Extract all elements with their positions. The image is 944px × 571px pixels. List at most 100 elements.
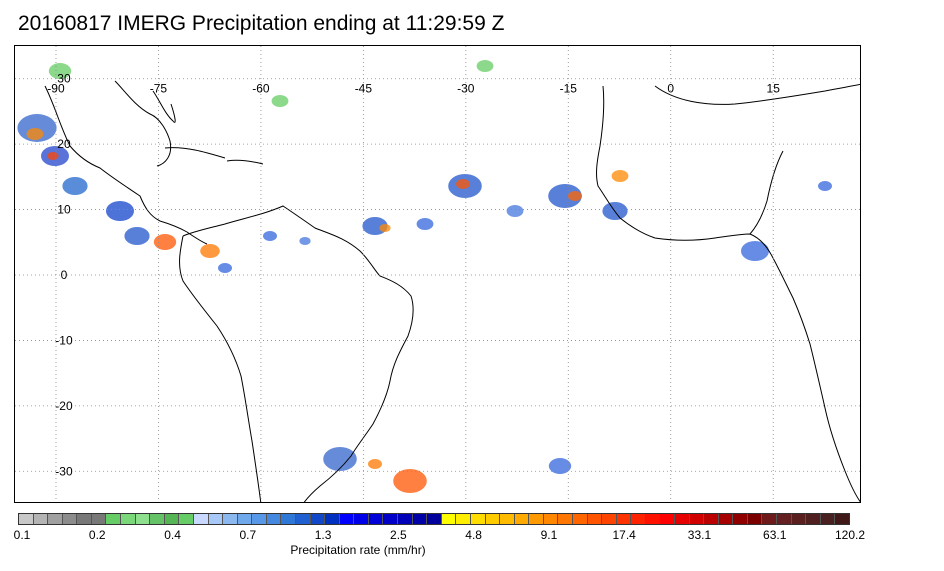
- precipitation-cell: [47, 152, 59, 160]
- map-title: 20160817 IMERG Precipitation ending at 1…: [18, 12, 505, 35]
- precipitation-cell: [818, 181, 832, 191]
- colorbar-swatch: [368, 514, 384, 524]
- colorbar-swatch: [310, 514, 326, 524]
- coastline-layer: [44, 80, 860, 502]
- precipitation-cell: [379, 224, 391, 232]
- latitude-label: -30: [55, 464, 73, 478]
- colorbar-swatch: [91, 514, 107, 524]
- longitude-label: -90: [47, 82, 65, 96]
- coastline-north-america: [44, 85, 208, 245]
- colorbar-swatch: [485, 514, 501, 524]
- colorbar-swatch: [470, 514, 486, 524]
- colorbar-swatch: [558, 514, 573, 524]
- colorbar-swatch: [572, 514, 588, 524]
- colorbar-swatch: [412, 514, 428, 524]
- colorbar-swatch: [354, 514, 369, 524]
- colorbar-swatch: [587, 514, 603, 524]
- precipitation-cell: [200, 244, 220, 258]
- coastline-gulf: [114, 80, 172, 167]
- colorbar-swatch: [762, 514, 778, 524]
- precipitation-cell: [611, 170, 629, 182]
- colorbar-swatch: [62, 514, 78, 524]
- coastline-south-america: [182, 205, 414, 502]
- precipitation-cell: [263, 231, 277, 241]
- colorbar-tick-label: 0.7: [239, 528, 257, 542]
- precipitation-cell: [393, 469, 427, 493]
- latitude-label: 0: [61, 268, 68, 282]
- colorbar-swatch: [33, 514, 49, 524]
- longitude-label: -30: [457, 82, 475, 96]
- colorbar-swatch: [689, 514, 705, 524]
- latitude-label: -10: [55, 333, 73, 347]
- map-canvas: -90 -75 -60 -45 -30 -15 0 15 30 20 10 0 -10 -20 -30: [15, 46, 860, 502]
- graticule-labels: -90 -75 -60 -45 -30 -15 0 15 30 20 10 0 -10 -20 -30: [47, 72, 780, 479]
- precipitation-layer: [17, 60, 832, 493]
- colorbar-swatch: [631, 514, 646, 524]
- precipitation-cell: [568, 191, 582, 201]
- colorbar-tick-label: 9.1: [540, 528, 558, 542]
- precipitation-cell: [456, 179, 470, 189]
- colorbar-swatch: [835, 514, 849, 524]
- longitude-label: -75: [150, 82, 168, 96]
- precipitation-map: -90 -75 -60 -45 -30 -15 0 15 30 20 10 0 -10 -20 -30: [14, 45, 861, 503]
- precipitation-cell: [368, 459, 382, 469]
- precipitation-cell: [476, 60, 494, 72]
- colorbar-swatch: [208, 514, 224, 524]
- colorbar-swatch: [325, 514, 340, 524]
- colorbar-swatch: [398, 514, 413, 524]
- colorbar-swatch: [441, 514, 457, 524]
- colorbar-swatch: [806, 514, 821, 524]
- precipitation-cell: [218, 263, 232, 273]
- precipitation-cell: [106, 201, 134, 221]
- colorbar-swatch: [19, 514, 34, 524]
- colorbar-tick-label: 33.1: [687, 528, 712, 542]
- coastline-florida: [152, 90, 176, 123]
- colorbar-tick-label: 0.1: [13, 528, 31, 542]
- colorbar-swatch: [747, 514, 763, 524]
- colorbar-swatch: [777, 514, 792, 524]
- precipitation-cell: [299, 237, 311, 245]
- colorbar: [18, 513, 850, 525]
- coastline-cuba: [164, 147, 226, 159]
- precipitation-cell: [741, 241, 769, 261]
- colorbar-tick-label: 2.5: [390, 528, 407, 542]
- colorbar-swatch: [383, 514, 399, 524]
- latitude-label: -20: [55, 399, 73, 413]
- coastline-hispaniola: [226, 159, 264, 165]
- precipitation-cell: [416, 218, 434, 230]
- coastline-africa-north: [654, 83, 860, 105]
- colorbar-swatch: [223, 514, 238, 524]
- colorbar-swatch: [456, 514, 471, 524]
- colorbar-swatch: [193, 514, 209, 524]
- longitude-label: 15: [767, 82, 781, 96]
- colorbar-tick-label: 0.2: [88, 528, 106, 542]
- precipitation-cell: [548, 184, 582, 208]
- latitude-label: 20: [57, 137, 71, 151]
- graticule: [15, 46, 860, 502]
- longitude-label: 0: [667, 82, 674, 96]
- colorbar-swatch: [602, 514, 617, 524]
- coastline-gulf-guinea: [749, 150, 784, 235]
- precipitation-cell: [153, 234, 177, 250]
- coastline-south-america-west: [179, 235, 262, 502]
- colorbar-swatch: [616, 514, 632, 524]
- colorbar-swatch: [295, 514, 311, 524]
- colorbar-swatch: [339, 514, 355, 524]
- colorbar-swatch: [660, 514, 676, 524]
- colorbar-tick-label: 120.2: [834, 528, 866, 542]
- colorbar-swatch: [543, 514, 559, 524]
- colorbar-tick-label: 63.1: [763, 528, 787, 542]
- colorbar-swatch: [427, 514, 442, 524]
- longitude-label: -60: [252, 82, 270, 96]
- colorbar-swatch: [237, 514, 253, 524]
- precipitation-cell: [323, 447, 357, 471]
- colorbar-swatch: [252, 514, 267, 524]
- colorbar-swatch: [514, 514, 530, 524]
- colorbar-swatch: [48, 514, 63, 524]
- colorbar-tick-labels: 0.1 0.2 0.4 0.7 1.3 2.5 4.8 9.1 17.4 33.1 63.1 120.…: [0, 528, 944, 544]
- colorbar-swatch: [150, 514, 165, 524]
- colorbar-swatch: [718, 514, 734, 524]
- colorbar-tick-label: 4.8: [465, 528, 482, 542]
- colorbar-swatch: [135, 514, 151, 524]
- coastline-africa: [596, 85, 860, 502]
